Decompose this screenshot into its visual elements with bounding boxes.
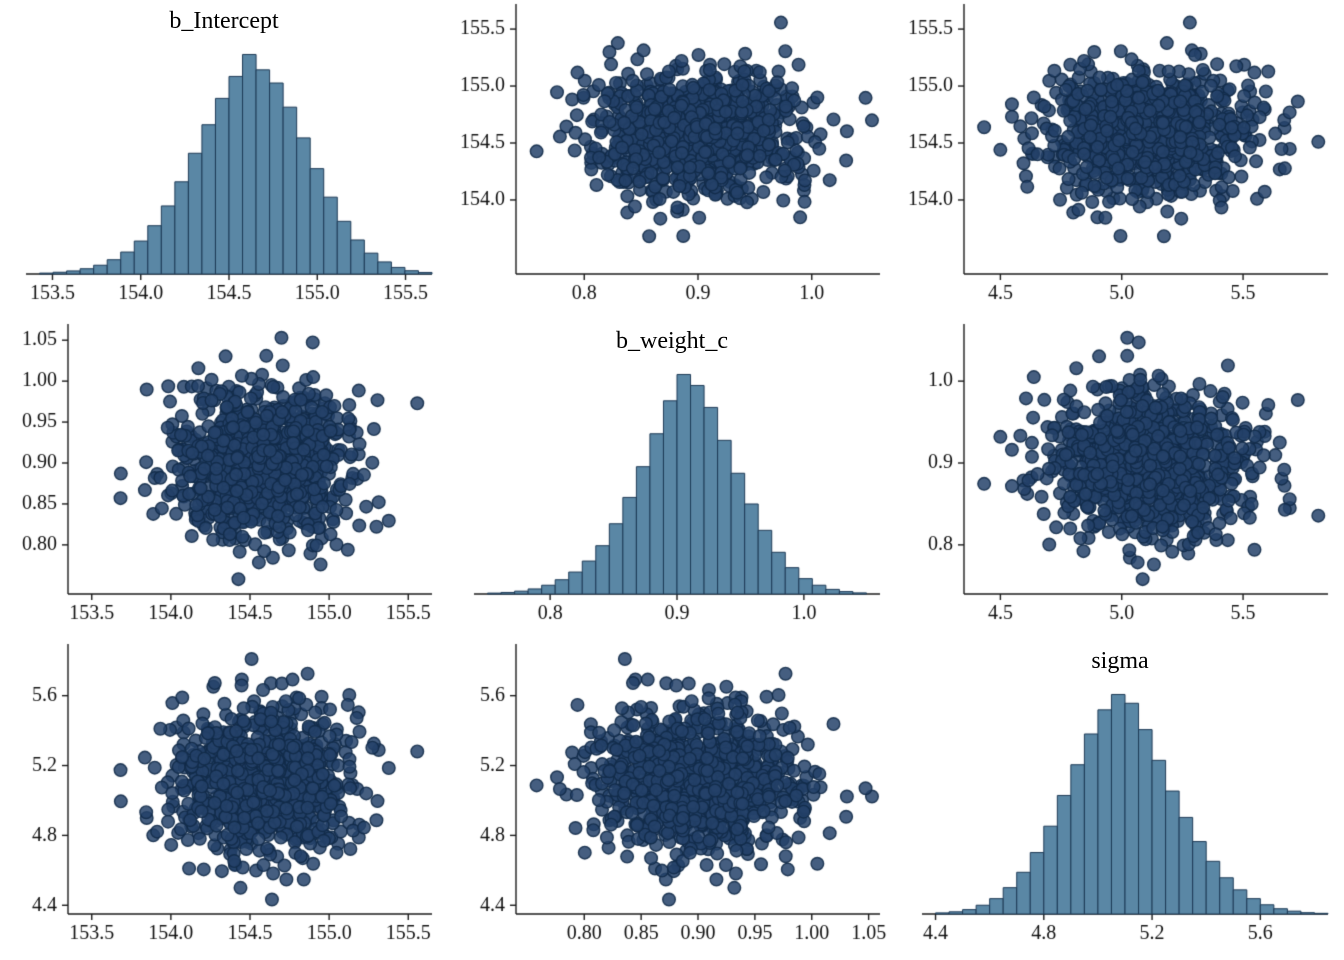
scatter-canvas-b-intercept-vs-sigma xyxy=(896,0,1344,320)
hist-canvas-sigma xyxy=(896,640,1344,960)
panel-scatter-b-weight-c-vs-b-intercept xyxy=(0,320,448,640)
panel-scatter-sigma-vs-b-intercept xyxy=(0,640,448,960)
hist-canvas-b-intercept xyxy=(0,0,448,320)
panel-scatter-b-intercept-vs-sigma xyxy=(896,0,1344,320)
panel-hist-b-intercept: b_Intercept xyxy=(0,0,448,320)
scatter-canvas-b-weight-c-vs-b-intercept xyxy=(0,320,448,640)
scatter-canvas-b-weight-c-vs-sigma xyxy=(896,320,1344,640)
panel-scatter-sigma-vs-b-weight-c xyxy=(448,640,896,960)
panel-hist-sigma: sigma xyxy=(896,640,1344,960)
panel-hist-b-weight-c: b_weight_c xyxy=(448,320,896,640)
scatter-canvas-sigma-vs-b-weight-c xyxy=(448,640,896,960)
panel-scatter-b-weight-c-vs-sigma xyxy=(896,320,1344,640)
scatter-canvas-sigma-vs-b-intercept xyxy=(0,640,448,960)
hist-canvas-b-weight-c xyxy=(448,320,896,640)
scatter-canvas-b-intercept-vs-b-weight-c xyxy=(448,0,896,320)
panel-scatter-b-intercept-vs-b-weight-c xyxy=(448,0,896,320)
